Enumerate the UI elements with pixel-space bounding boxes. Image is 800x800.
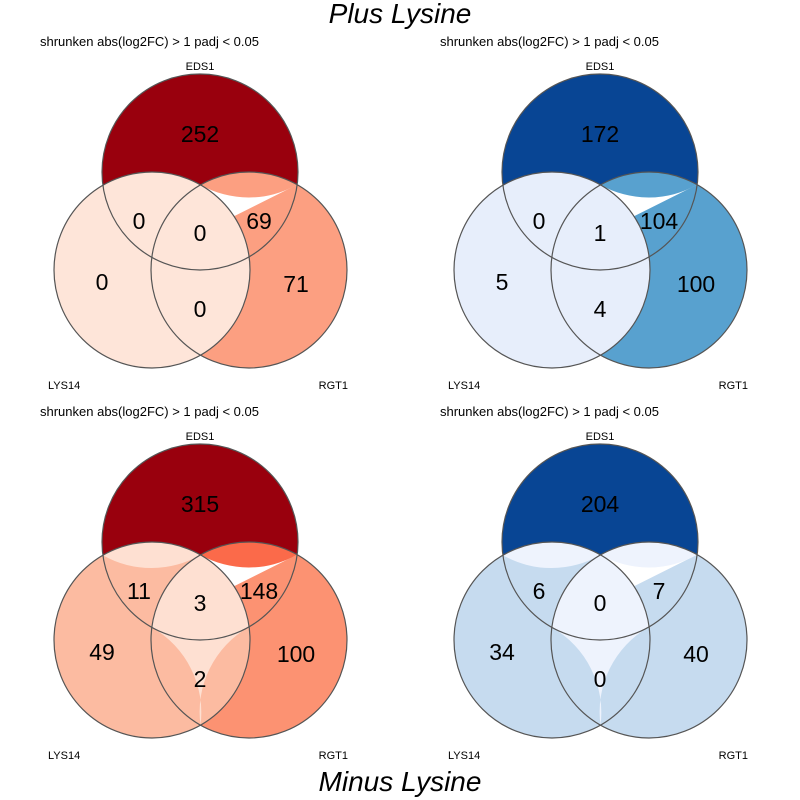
set-label-lys14: LYS14 [448,380,480,392]
region-eds1-only [101,444,298,641]
count-eds1-rgt1: 69 [246,208,272,234]
circle-eds1 [501,443,699,641]
count-eds1-only: 252 [181,121,219,147]
count-rgt1-only: 100 [277,641,315,667]
region-eds1-only [501,74,698,271]
minus-lysine-title: Minus Lysine [318,766,482,797]
count-lys14-only: 5 [496,269,509,295]
region-eds1-rgt1 [551,171,698,258]
set-label-lys14: LYS14 [48,750,80,762]
region-eds1-lys14 [502,171,650,257]
circle-rgt1 [150,171,348,369]
set-label-rgt1: RGT1 [319,380,348,392]
venn-panel-4: shrunken abs(log2FC) > 1 padj < 0.05 204 3… [440,404,748,762]
region-all [151,554,250,641]
panel-subtitle: shrunken abs(log2FC) > 1 padj < 0.05 [40,34,259,49]
region-eds1-only [501,444,698,641]
region-all [551,554,650,641]
region-all [151,184,250,271]
venn-panel-3: shrunken abs(log2FC) > 1 padj < 0.05 315 4… [40,404,348,762]
circle-lys14 [453,171,651,369]
count-eds1-only: 315 [181,491,219,517]
set-label-lys14: LYS14 [448,750,480,762]
count-lys14-rgt1: 0 [594,666,607,692]
count-rgt1-only: 71 [283,271,309,297]
count-all: 3 [194,590,207,616]
count-all: 1 [594,220,607,246]
count-all: 0 [194,220,207,246]
set-label-lys14: LYS14 [48,380,80,392]
count-eds1-only: 172 [581,121,619,147]
circle-lys14 [53,541,251,739]
region-all [551,184,650,271]
set-label-rgt1: RGT1 [319,750,348,762]
plus-lysine-title: Plus Lysine [328,0,472,29]
count-all: 0 [594,590,607,616]
count-eds1-rgt1: 148 [240,578,278,604]
count-rgt1-only: 40 [683,641,709,667]
panel-subtitle: shrunken abs(log2FC) > 1 padj < 0.05 [440,404,659,419]
count-eds1-lys14: 11 [127,578,151,604]
set-label-eds1: EDS1 [586,431,615,443]
count-lys14-rgt1: 2 [194,666,207,692]
count-eds1-rgt1: 7 [653,578,666,604]
circle-eds1 [101,73,299,271]
count-eds1-lys14: 0 [133,208,146,234]
venn-panel-1: shrunken abs(log2FC) > 1 padj < 0.05 252 0… [40,34,348,392]
circle-lys14 [53,171,251,369]
region-eds1-rgt1 [151,171,298,258]
circle-rgt1 [550,171,748,369]
count-lys14-only: 0 [96,269,109,295]
region-eds1-rgt1 [551,541,698,628]
count-eds1-only: 204 [581,491,620,517]
circle-rgt1 [150,541,348,739]
set-label-rgt1: RGT1 [719,380,748,392]
count-lys14-rgt1: 4 [594,296,607,322]
circle-eds1 [501,73,699,271]
count-rgt1-only: 100 [677,271,715,297]
set-label-eds1: EDS1 [586,61,615,73]
set-label-eds1: EDS1 [186,431,215,443]
panel-subtitle: shrunken abs(log2FC) > 1 padj < 0.05 [40,404,259,419]
count-eds1-lys14: 6 [533,578,546,604]
region-eds1-lys14 [102,171,250,257]
count-lys14-only: 34 [489,639,515,665]
count-eds1-lys14: 0 [533,208,546,234]
count-eds1-rgt1: 104 [640,208,679,234]
count-lys14-only: 49 [89,639,115,665]
circle-eds1 [101,443,299,641]
set-label-rgt1: RGT1 [719,750,748,762]
circle-rgt1 [550,541,748,739]
region-eds1-lys14 [102,541,250,627]
region-eds1-rgt1 [151,541,298,628]
region-eds1-lys14 [502,541,650,627]
set-label-eds1: EDS1 [186,61,215,73]
region-eds1-only [101,74,298,271]
panel-subtitle: shrunken abs(log2FC) > 1 padj < 0.05 [440,34,659,49]
count-lys14-rgt1: 0 [194,296,207,322]
circle-lys14 [453,541,651,739]
venn-panel-2: shrunken abs(log2FC) > 1 padj < 0.05 172 5… [440,34,748,392]
